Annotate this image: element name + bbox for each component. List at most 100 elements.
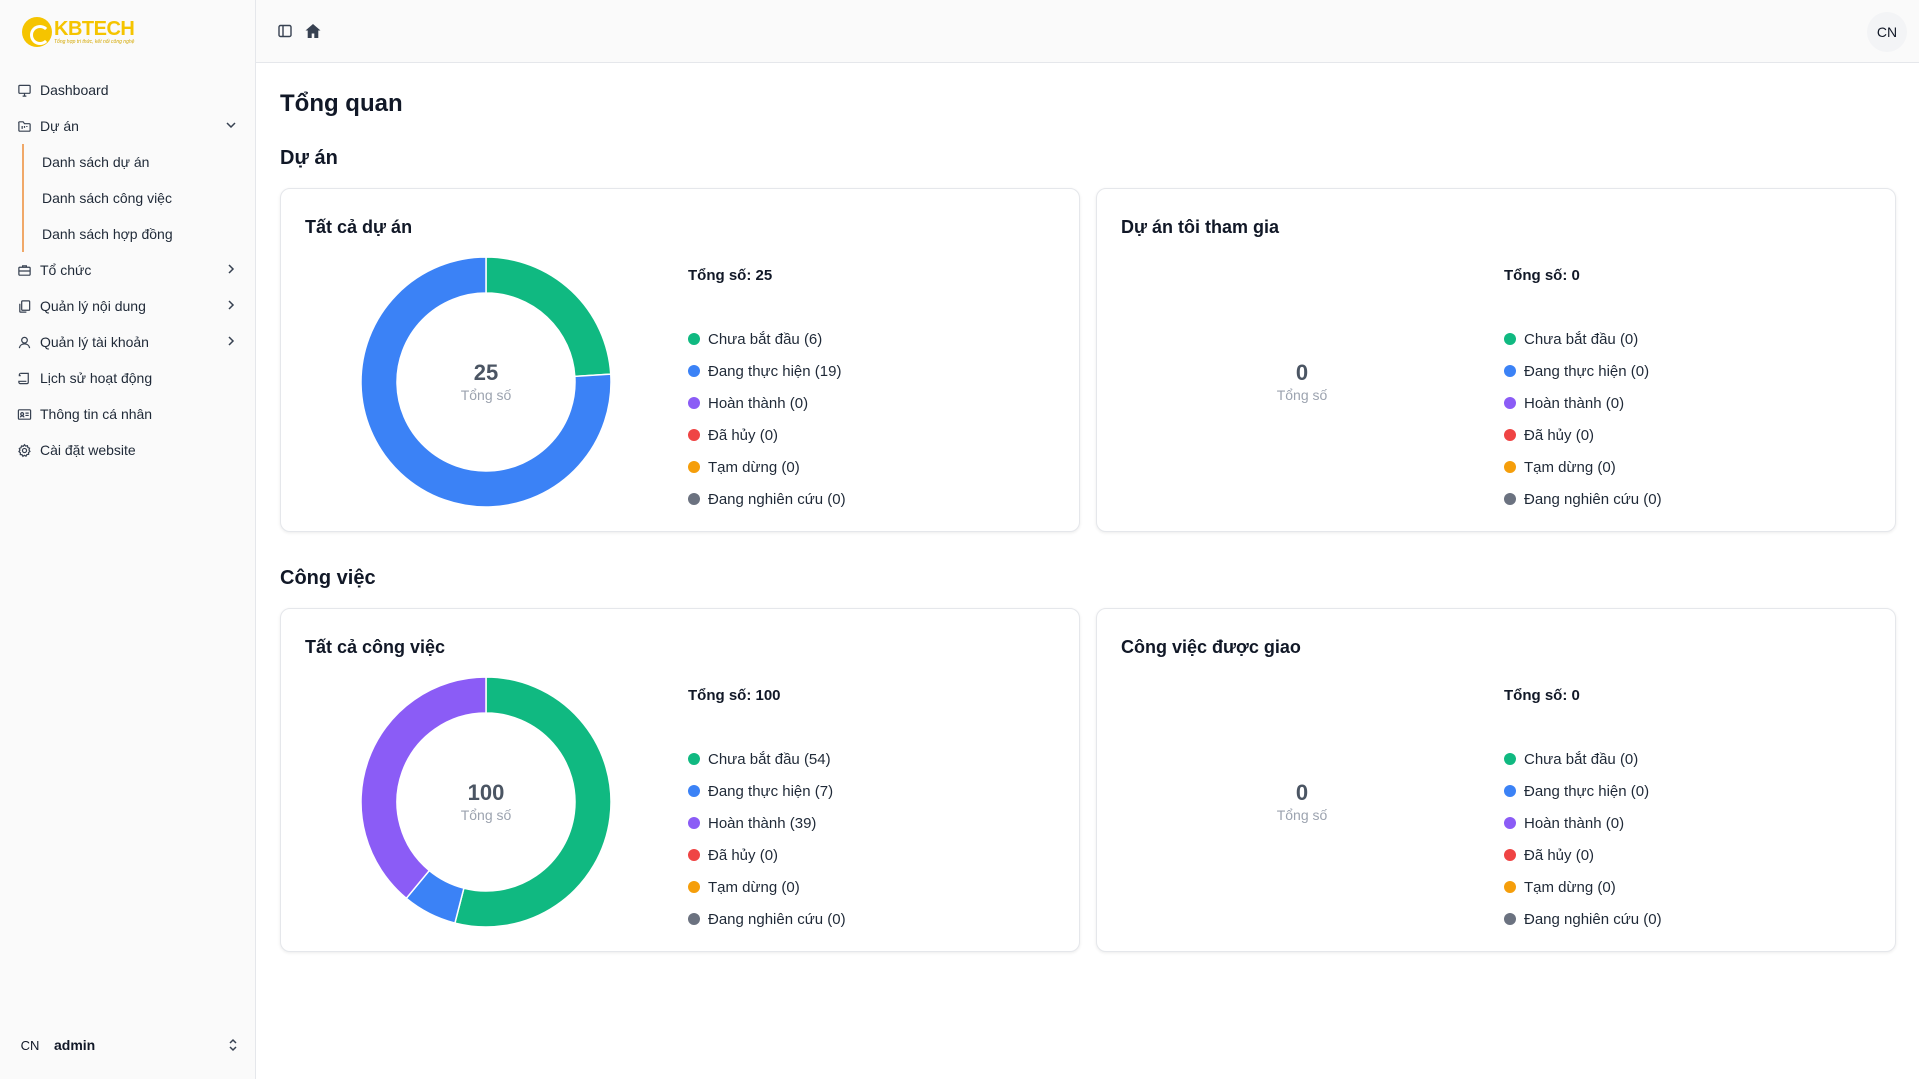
legend-dot-icon: [688, 429, 700, 441]
section-title-projects: Dự án: [280, 147, 338, 169]
chevrons-up-down-icon: [229, 1038, 237, 1052]
panel-left-icon: [278, 24, 292, 38]
donut-slice[interactable]: [361, 677, 487, 900]
legend-dot-icon: [688, 785, 700, 797]
sidebar-toggle-button[interactable]: [274, 20, 296, 42]
legend-dot-icon: [1504, 429, 1516, 441]
donut-center: 25 Tổng số: [361, 257, 611, 507]
sidebar-nav: Dashboard Dự án Danh sách dự án Danh sác…: [0, 72, 256, 468]
sidebar-item-activity-history[interactable]: Lịch sử hoạt động: [0, 360, 256, 396]
legend-total: Tổng số: 0: [1504, 267, 1580, 284]
legend-item[interactable]: Đang thực hiện (7): [688, 775, 846, 807]
donut-total-label: Tổng số: [460, 807, 512, 823]
legend-total: Tổng số: 25: [688, 267, 773, 284]
donut-total-label: Tổng số: [460, 387, 512, 403]
sidebar-item-label: Thông tin cá nhân: [40, 406, 153, 422]
legend-item[interactable]: Hoàn thành (39): [688, 807, 846, 839]
donut-total-value: 0: [1295, 360, 1309, 385]
donut-total-label: Tổng số: [1276, 387, 1328, 403]
legend-item[interactable]: Đang nghiên cứu (0): [688, 483, 846, 515]
chart-legend: Tổng số: 0 Chưa bắt đầu (0) Đang thực hiện…: [1504, 267, 1662, 515]
brand-name: KBTECH: [54, 17, 135, 40]
sidebar-item-accounts[interactable]: Quản lý tài khoản: [0, 324, 256, 360]
sidebar-item-label: Tổ chức: [40, 262, 92, 278]
page-title: Tổng quan: [280, 90, 403, 117]
legend-dot-icon: [1504, 849, 1516, 861]
sidebar-item-projects[interactable]: Dự án: [0, 108, 256, 144]
brand-logo[interactable]: KBTECH Tổng hợp tri thức, kết nối công n…: [22, 14, 135, 50]
legend-label: Đã hủy (0): [708, 846, 779, 864]
legend-item[interactable]: Tạm dừng (0): [1504, 451, 1662, 483]
legend-item[interactable]: Đã hủy (0): [1504, 839, 1662, 871]
legend-item[interactable]: Tạm dừng (0): [688, 451, 846, 483]
sidebar-item-website-settings[interactable]: Cài đặt website: [0, 432, 256, 468]
user-menu[interactable]: CN admin: [16, 1027, 240, 1063]
legend-item[interactable]: Chưa bắt đầu (54): [688, 743, 846, 775]
legend-item[interactable]: Đang nghiên cứu (0): [1504, 903, 1662, 935]
chevron-down-icon: [226, 122, 236, 129]
folder-kanban-icon: [16, 118, 32, 134]
legend-dot-icon: [1504, 365, 1516, 377]
legend-label: Đã hủy (0): [1524, 426, 1595, 444]
donut-total-label: Tổng số: [1276, 807, 1328, 823]
donut-total-value: 0: [1295, 780, 1309, 805]
legend-dot-icon: [688, 913, 700, 925]
legend-dot-icon: [688, 461, 700, 473]
donut-total-value: 100: [467, 780, 505, 805]
sidebar-item-dashboard[interactable]: Dashboard: [0, 72, 256, 108]
gear-icon: [16, 442, 32, 458]
sidebar-item-content[interactable]: Quản lý nội dung: [0, 288, 256, 324]
legend-label: Đang nghiên cứu (0): [1524, 910, 1662, 928]
legend-item[interactable]: Hoàn thành (0): [1504, 387, 1662, 419]
legend-item[interactable]: Đang thực hiện (0): [1504, 775, 1662, 807]
legend-label: Đang thực hiện (19): [708, 362, 842, 380]
sidebar-item-label: Quản lý tài khoản: [40, 334, 149, 350]
legend-item[interactable]: Đã hủy (0): [688, 839, 846, 871]
donut-total-value: 25: [473, 360, 499, 385]
legend-item[interactable]: Tạm dừng (0): [1504, 871, 1662, 903]
chart-legend: Tổng số: 25 Chưa bắt đầu (6) Đang thực hiệ…: [688, 267, 846, 515]
legend-item[interactable]: Đang thực hiện (0): [1504, 355, 1662, 387]
legend-label: Chưa bắt đầu (0): [1524, 750, 1639, 768]
monitor-icon: [16, 82, 32, 98]
legend-dot-icon: [1504, 753, 1516, 765]
sidebar-item-organization[interactable]: Tổ chức: [0, 252, 256, 288]
legend-dot-icon: [1504, 913, 1516, 925]
legend-item[interactable]: Đang nghiên cứu (0): [688, 903, 846, 935]
legend-label: Đã hủy (0): [1524, 846, 1595, 864]
legend-item[interactable]: Chưa bắt đầu (0): [1504, 743, 1662, 775]
legend-label: Đang nghiên cứu (0): [708, 490, 846, 508]
files-icon: [16, 298, 32, 314]
legend-dot-icon: [688, 365, 700, 377]
home-button[interactable]: [302, 20, 324, 42]
legend-dot-icon: [688, 333, 700, 345]
sidebar-subitem-project-list[interactable]: Danh sách dự án: [42, 154, 150, 170]
briefcase-icon: [16, 262, 32, 278]
legend-item[interactable]: Chưa bắt đầu (6): [688, 323, 846, 355]
header-avatar[interactable]: CN: [1867, 12, 1907, 52]
legend-item[interactable]: Đã hủy (0): [1504, 419, 1662, 451]
donut-slice[interactable]: [454, 677, 611, 927]
sidebar-item-label: Dự án: [40, 118, 79, 134]
chart-legend: Tổng số: 100 Chưa bắt đầu (54) Đang thực h…: [688, 687, 846, 935]
legend-item[interactable]: Đang nghiên cứu (0): [1504, 483, 1662, 515]
donut-slice[interactable]: [361, 257, 611, 507]
legend-item[interactable]: Đã hủy (0): [688, 419, 846, 451]
legend-label: Hoàn thành (39): [708, 814, 817, 832]
legend-total: Tổng số: 100: [688, 687, 781, 704]
chart-title: Công việc được giao: [1121, 637, 1301, 657]
legend-dot-icon: [688, 881, 700, 893]
sidebar-subitem-contract-list[interactable]: Danh sách hợp đồng: [42, 226, 173, 242]
legend-label: Đang thực hiện (0): [1524, 782, 1650, 800]
chart-legend: Tổng số: 0 Chưa bắt đầu (0) Đang thực hiện…: [1504, 687, 1662, 935]
legend-item[interactable]: Tạm dừng (0): [688, 871, 846, 903]
legend-item[interactable]: Chưa bắt đầu (0): [1504, 323, 1662, 355]
sidebar-subitem-task-list[interactable]: Danh sách công việc: [42, 190, 172, 206]
legend-item[interactable]: Đang thực hiện (19): [688, 355, 846, 387]
legend-item[interactable]: Hoàn thành (0): [688, 387, 846, 419]
legend-dot-icon: [1504, 881, 1516, 893]
donut-center: 0 Tổng số: [1177, 677, 1427, 927]
sidebar-item-profile[interactable]: Thông tin cá nhân: [0, 396, 256, 432]
sidebar-item-label: Quản lý nội dung: [40, 298, 146, 314]
legend-item[interactable]: Hoàn thành (0): [1504, 807, 1662, 839]
